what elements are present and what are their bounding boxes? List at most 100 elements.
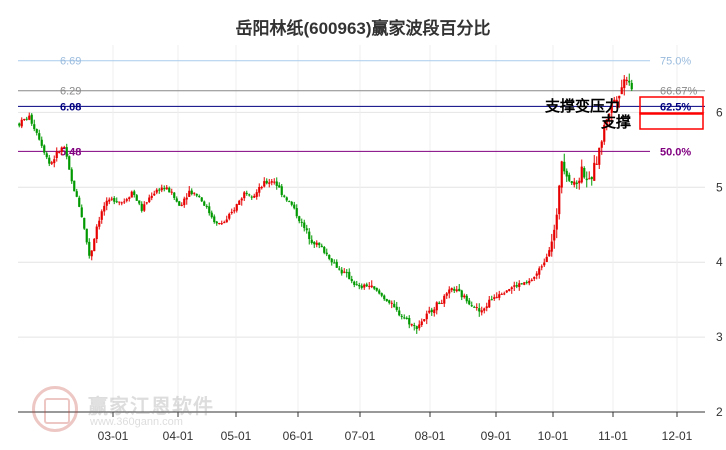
candle-body (150, 195, 153, 198)
highlight-box-66 (639, 96, 704, 115)
candle-body (168, 187, 171, 193)
candle-body (575, 182, 578, 184)
candle-body (210, 212, 213, 218)
candle-body (245, 192, 248, 194)
candle-body (360, 285, 363, 288)
candle-body (593, 162, 596, 181)
candle-body (503, 293, 506, 295)
candle-body (165, 187, 168, 190)
candle-body (153, 193, 156, 196)
candle-body (545, 256, 548, 262)
candle-body (200, 197, 203, 202)
level-price-label: 6.29 (60, 86, 81, 98)
candle-body (288, 201, 291, 203)
annotation-resistance: 支撑变压力 (544, 97, 620, 115)
candle-body (188, 190, 191, 197)
y-tick-label: 5 (716, 180, 723, 194)
candle-body (175, 198, 178, 202)
x-tick-label: 11-01 (598, 429, 628, 443)
candle-body (100, 211, 103, 220)
candle-body (275, 181, 278, 186)
candle-body (540, 266, 543, 268)
y-tick-label: 2 (716, 405, 723, 419)
candle-body (473, 306, 476, 308)
candle-body (258, 187, 261, 193)
candle-body (398, 310, 401, 316)
candle-body (243, 192, 246, 199)
candle-body (133, 191, 136, 196)
candle-body (325, 252, 328, 255)
candle-body (370, 285, 373, 288)
level-percent-label: 66.67% (660, 86, 698, 98)
candle-body (18, 123, 21, 126)
candle-body (293, 204, 296, 209)
candle-body (88, 241, 91, 256)
candle-body (255, 192, 258, 197)
candle-body (65, 147, 68, 157)
y-tick-label: 4 (716, 255, 723, 269)
candle-body (485, 306, 488, 309)
candle-body (198, 195, 201, 197)
candle-body (400, 315, 403, 317)
candle-body (460, 290, 463, 298)
candle-body (555, 214, 558, 230)
candle-body (605, 119, 608, 125)
candle-body (158, 189, 161, 191)
candle-body (433, 309, 436, 314)
candle-body (115, 201, 118, 203)
x-tick-label: 07-01 (345, 429, 376, 443)
candle-body (585, 178, 588, 181)
candle-body (95, 226, 98, 240)
candle-body (425, 313, 428, 320)
candle-body (578, 180, 581, 184)
candle-body (195, 193, 198, 196)
candle-body (513, 285, 516, 287)
candle-body (528, 280, 531, 284)
candle-body (260, 187, 263, 189)
candle-body (568, 174, 571, 181)
candle-body (373, 286, 376, 289)
candle-body (613, 99, 616, 102)
candle-body (445, 293, 448, 296)
candle-body (590, 176, 593, 180)
candle-body (205, 206, 208, 208)
candle-body (630, 82, 633, 90)
candle-body (70, 169, 73, 182)
candle-body (350, 279, 353, 282)
candle-body (93, 238, 96, 252)
candle-body (315, 242, 318, 245)
candle-body (143, 204, 146, 211)
candle-body (135, 195, 138, 201)
candle-body (333, 262, 336, 264)
level-price-label: 5.48 (60, 146, 81, 158)
candle-body (113, 198, 116, 202)
candle-body (543, 262, 546, 266)
candle-body (173, 192, 176, 198)
candle-body (73, 180, 76, 192)
candle-body (193, 192, 196, 194)
candle-body (463, 295, 466, 298)
candle-body (230, 211, 233, 214)
wave-levels: 6.69 75.0% 6.29 66.67% 6.08 62.5% 5.48 50.0% (18, 56, 705, 158)
x-tick-label: 05-01 (221, 429, 252, 443)
candle-body (493, 297, 496, 299)
candle-body (125, 199, 128, 201)
candle-body (28, 115, 31, 120)
candle-body (583, 168, 586, 178)
candle-body (103, 205, 106, 212)
candle-body (560, 161, 563, 188)
candle-body (488, 299, 491, 308)
candle-body (268, 182, 271, 184)
candle-body (123, 201, 126, 203)
candle-body (263, 181, 266, 187)
candle-body (523, 282, 526, 285)
candle-body (75, 191, 78, 197)
candle-body (53, 159, 56, 164)
candle-body (365, 284, 368, 287)
candle-body (233, 210, 236, 212)
candle-body (415, 326, 418, 330)
candle-body (238, 200, 241, 205)
candle-body (565, 170, 568, 177)
candle-body (280, 186, 283, 195)
candle-body (388, 300, 391, 303)
